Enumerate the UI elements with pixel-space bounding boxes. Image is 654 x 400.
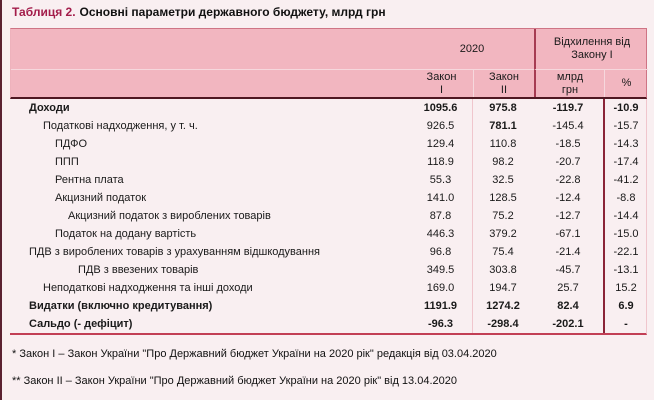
row-value: -15.7 bbox=[603, 117, 647, 135]
row-value: -10.9 bbox=[603, 99, 647, 117]
row-value: -22.8 bbox=[555, 174, 581, 186]
table-title-number: Таблиця 2. bbox=[12, 5, 76, 19]
header-blank-cell bbox=[11, 29, 410, 69]
row-value: 25.7 bbox=[557, 282, 579, 294]
table-row: Акцизний податок 141.0 128.5 -12.4 -8.8 bbox=[10, 189, 646, 207]
table-title-text: Основні параметри державного бюджету, мл… bbox=[79, 5, 386, 19]
row-value: 1095.6 bbox=[423, 102, 458, 114]
row-value: -14.4 bbox=[603, 207, 647, 225]
table-body: Доходи 1095.6 975.8 -119.7 -10.9 Податкові на… bbox=[10, 99, 647, 335]
row-value: -17.4 bbox=[603, 153, 647, 171]
row-value: 82.4 bbox=[557, 300, 579, 312]
row-value: 169.0 bbox=[426, 282, 455, 294]
row-value: -21.4 bbox=[555, 246, 581, 258]
row-value: 15.2 bbox=[603, 279, 647, 297]
row-value: -12.7 bbox=[555, 210, 581, 222]
row-value: 349.5 bbox=[426, 264, 455, 276]
header-col-law1: Закон I bbox=[410, 69, 473, 97]
row-value: 926.5 bbox=[426, 120, 455, 132]
row-value: 194.7 bbox=[472, 279, 533, 297]
table-row: Рентна плата 55.3 32.5 -22.8 -41.2 bbox=[10, 171, 646, 189]
header-group-deviation: Відхилення від Закону I bbox=[534, 29, 648, 69]
row-value: 446.3 bbox=[426, 228, 455, 240]
budget-table: 2020 Відхилення від Закону I Закон I Зак… bbox=[10, 28, 648, 335]
table-header: 2020 Відхилення від Закону I Закон I Зак… bbox=[10, 28, 648, 99]
row-value: -96.3 bbox=[427, 318, 454, 330]
row-value: 75.2 bbox=[472, 207, 533, 225]
table-row: Акцизний податок з вироблених товарів 87.… bbox=[10, 207, 646, 225]
table-row: ПДФО 129.4 110.8 -18.5 -14.3 bbox=[10, 135, 646, 153]
header-col-percent: % bbox=[604, 69, 648, 97]
table-row: Неподаткові надходження та інші доходи 16… bbox=[10, 279, 646, 297]
table-row: ППП 118.9 98.2 -20.7 -17.4 bbox=[10, 153, 646, 171]
row-label: Акцизний податок bbox=[55, 192, 147, 204]
footnote-law2: ** Закон II – Закон України "Про Державн… bbox=[12, 375, 457, 387]
row-value: -119.7 bbox=[552, 102, 584, 114]
row-value: 379.2 bbox=[472, 225, 533, 243]
row-label: Рентна плата bbox=[55, 174, 124, 186]
row-label: Видатки (включно кредитування) bbox=[29, 300, 213, 312]
row-value: -18.5 bbox=[555, 138, 581, 150]
row-label: ПДВ з ввезених товарів bbox=[78, 264, 199, 276]
row-value: 32.5 bbox=[472, 171, 533, 189]
row-value: 118.9 bbox=[427, 156, 454, 168]
row-value: -41.2 bbox=[603, 171, 647, 189]
row-value: 128.5 bbox=[472, 189, 533, 207]
row-value: 96.8 bbox=[429, 246, 452, 258]
header-blank-cell bbox=[11, 69, 410, 97]
table-row: Податок на додану вартість 446.3 379.2 -67.… bbox=[10, 225, 646, 243]
header-col-law2: Закон II bbox=[473, 69, 534, 97]
row-label: ПДВ з вироблених товарів з урахуванням в… bbox=[29, 246, 321, 258]
row-value: 129.4 bbox=[426, 138, 455, 150]
row-value: -67.1 bbox=[555, 228, 581, 240]
row-value: 781.1 bbox=[472, 117, 533, 135]
row-label: Неподаткові надходження та інші доходи bbox=[43, 282, 253, 294]
table-row: ПДВ з ввезених товарів 349.5 303.8 -45.7 -13… bbox=[10, 261, 646, 279]
row-value: 303.8 bbox=[472, 261, 533, 279]
row-value: -298.4 bbox=[472, 315, 533, 333]
table-row: Доходи 1095.6 975.8 -119.7 -10.9 bbox=[10, 99, 646, 117]
row-value: 141.0 bbox=[426, 192, 455, 204]
row-label: Податок на додану вартість bbox=[55, 228, 197, 240]
row-value: -145.4 bbox=[552, 120, 584, 132]
header-col-bln-uah: млрд грн bbox=[534, 69, 604, 97]
row-value: -22.1 bbox=[603, 243, 647, 261]
row-value: 975.8 bbox=[472, 99, 533, 117]
row-value: -20.7 bbox=[555, 156, 581, 168]
row-label: ППП bbox=[55, 156, 79, 168]
row-value: 98.2 bbox=[472, 153, 533, 171]
row-value: -14.3 bbox=[603, 135, 647, 153]
row-label: Акцизний податок з вироблених товарів bbox=[68, 210, 271, 222]
row-value: -13.1 bbox=[603, 261, 647, 279]
header-group-year: 2020 bbox=[459, 42, 485, 55]
row-value: -12.4 bbox=[555, 192, 581, 204]
row-value: 1191.9 bbox=[423, 300, 458, 312]
row-value: 110.8 bbox=[472, 135, 533, 153]
row-value: -8.8 bbox=[603, 189, 647, 207]
row-value: 6.9 bbox=[603, 297, 647, 315]
footnote-law1: * Закон I – Закон України "Про Державний… bbox=[12, 348, 497, 360]
row-value: 1274.2 bbox=[472, 297, 533, 315]
row-value: 87.8 bbox=[429, 210, 452, 222]
table-row: Видатки (включно кредитування) 1191.9 1274… bbox=[10, 297, 646, 315]
row-value: -202.1 bbox=[552, 318, 584, 330]
row-value: 55.3 bbox=[429, 174, 452, 186]
row-value: -15.0 bbox=[603, 225, 647, 243]
table-title: Таблиця 2. Основні параметри державного б… bbox=[12, 5, 386, 19]
row-label: Доходи bbox=[29, 102, 70, 114]
row-label: Сальдо (- дефіцит) bbox=[29, 318, 133, 330]
row-value: - bbox=[603, 315, 647, 333]
row-value: -45.7 bbox=[555, 264, 581, 276]
row-label: ПДФО bbox=[55, 138, 88, 150]
left-accent-bar bbox=[0, 0, 2, 400]
table-row: ПДВ з вироблених товарів з урахуванням в… bbox=[10, 243, 646, 261]
row-label: Податкові надходження, у т. ч. bbox=[43, 120, 198, 132]
table-row: Сальдо (- дефіцит) -96.3 -298.4 -202.1 - bbox=[10, 315, 646, 333]
row-value: 75.4 bbox=[472, 243, 533, 261]
table-row: Податкові надходження, у т. ч. 926.5 781.1… bbox=[10, 117, 646, 135]
